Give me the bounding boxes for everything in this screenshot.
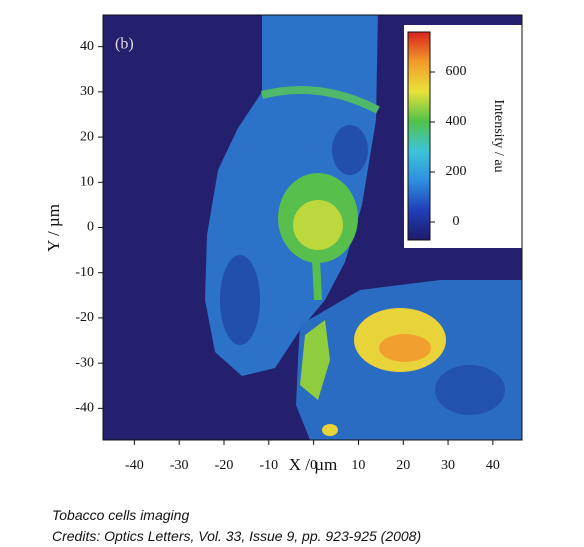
y-tick-label: 40 — [80, 39, 94, 54]
panel-label: (b) — [115, 36, 134, 53]
colorbar-label: Intensity / au — [491, 99, 506, 172]
y-tick-label: 10 — [80, 175, 94, 190]
y-tick-label: 30 — [80, 84, 94, 99]
x-tick-label: -10 — [259, 458, 278, 473]
colorbar-tick-label: 400 — [446, 114, 467, 129]
colorbar-tick-label: 600 — [446, 64, 467, 79]
y-tick-label: -20 — [75, 310, 94, 325]
y-tick-label: -40 — [75, 401, 94, 416]
strand — [312, 260, 322, 300]
x-tick-label: 0 — [310, 458, 317, 473]
texture — [332, 125, 368, 175]
nucleus-core — [293, 200, 343, 250]
nucleus-core — [379, 334, 431, 362]
y-tick-label: 0 — [87, 220, 94, 235]
x-tick-label: 30 — [441, 458, 455, 473]
caption: Tobacco cells imaging — [52, 507, 189, 523]
texture — [435, 365, 505, 415]
x-tick-label: 10 — [351, 458, 365, 473]
cell-wall — [260, 86, 380, 114]
x-tick-label: -40 — [125, 458, 144, 473]
x-axis-label: X / µm — [289, 455, 338, 474]
caption: Credits: Optics Letters, Vol. 33, Issue … — [52, 528, 421, 544]
texture — [220, 255, 260, 345]
y-axis-label: Y / µm — [44, 204, 63, 252]
spot — [322, 424, 338, 436]
x-tick-label: -30 — [170, 458, 189, 473]
y-tick-label: 20 — [80, 129, 94, 144]
y-tick-label: -10 — [75, 265, 94, 280]
image-shapes — [205, 15, 522, 440]
colorbar — [407, 31, 431, 241]
strand — [300, 320, 330, 400]
y-tick-label: -30 — [75, 355, 94, 370]
x-tick-label: -20 — [215, 458, 234, 473]
x-tick-label: 40 — [486, 458, 500, 473]
colorbar-tick-label: 0 — [453, 214, 460, 229]
x-tick-label: 20 — [396, 458, 410, 473]
colorbar-tick-label: 200 — [446, 164, 467, 179]
